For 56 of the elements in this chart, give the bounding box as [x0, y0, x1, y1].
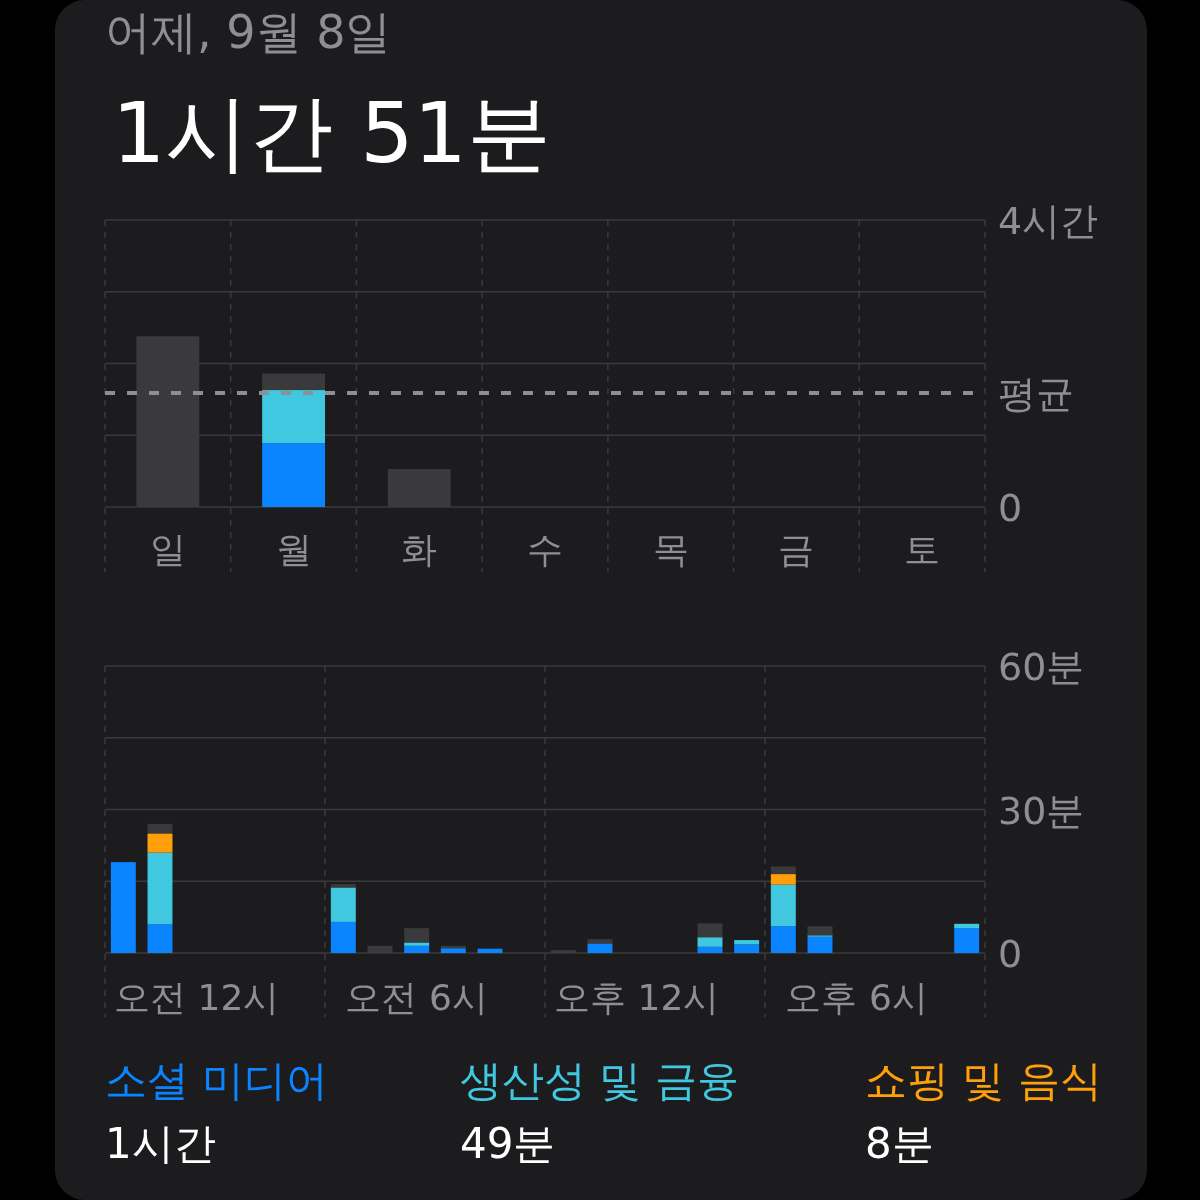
x-tick-label: 오전 12시	[114, 977, 280, 1018]
bar	[440, 948, 466, 953]
bar	[330, 921, 356, 953]
bar	[330, 884, 356, 888]
text: 8분	[865, 1119, 934, 1168]
bar	[734, 944, 760, 953]
bar	[404, 928, 430, 943]
x-tick-label: 화	[401, 529, 438, 570]
y-tick-label: 0	[998, 486, 1023, 530]
bar	[697, 923, 723, 938]
text: 소셜 미디어	[105, 1056, 329, 1105]
bar	[147, 823, 173, 834]
ref-line-label: 평균	[998, 371, 1074, 416]
bar	[587, 943, 613, 953]
y-tick-label: 0	[998, 932, 1023, 976]
x-tick-label: 오전 6시	[345, 977, 488, 1018]
x-tick-label: 월	[275, 529, 312, 570]
bar	[770, 884, 796, 927]
bar	[807, 926, 833, 936]
bar	[147, 833, 173, 853]
x-tick-label: 수	[527, 529, 563, 570]
y-tick-label: 30분	[998, 788, 1085, 833]
bar	[404, 942, 430, 946]
y-tick-label: 60분	[998, 645, 1085, 689]
bar	[147, 924, 173, 953]
bar	[262, 390, 325, 444]
bar	[262, 373, 325, 391]
x-tick-label: 오후 6시	[785, 977, 928, 1018]
text: 생산성 및 금융	[460, 1056, 739, 1105]
y-tick-label: 4시간	[998, 199, 1099, 243]
bar	[770, 874, 796, 885]
bar	[697, 937, 723, 947]
text: 1시간	[105, 1119, 216, 1168]
bar	[770, 926, 796, 953]
bar	[770, 866, 796, 875]
x-tick-label: 금	[778, 529, 815, 570]
bar	[807, 936, 833, 953]
x-tick-label: 토	[904, 529, 941, 570]
bar	[954, 928, 980, 953]
bar	[954, 923, 980, 929]
bar	[262, 443, 325, 507]
text: 49분	[460, 1119, 556, 1168]
x-tick-label: 목	[652, 529, 689, 570]
bar	[330, 887, 356, 922]
text: 쇼핑 및 음식	[865, 1056, 1102, 1105]
bar	[404, 945, 430, 953]
x-tick-label: 오후 12시	[554, 977, 720, 1018]
x-tick-label: 일	[149, 529, 186, 570]
bar	[697, 946, 723, 953]
bar	[477, 948, 503, 953]
bar	[147, 852, 173, 925]
bar	[587, 939, 613, 944]
chart-subtitle: 어제, 9월 8일	[105, 5, 392, 59]
bar	[734, 940, 760, 945]
chart-title: 1시간 51분	[112, 84, 552, 182]
bar	[110, 862, 136, 953]
